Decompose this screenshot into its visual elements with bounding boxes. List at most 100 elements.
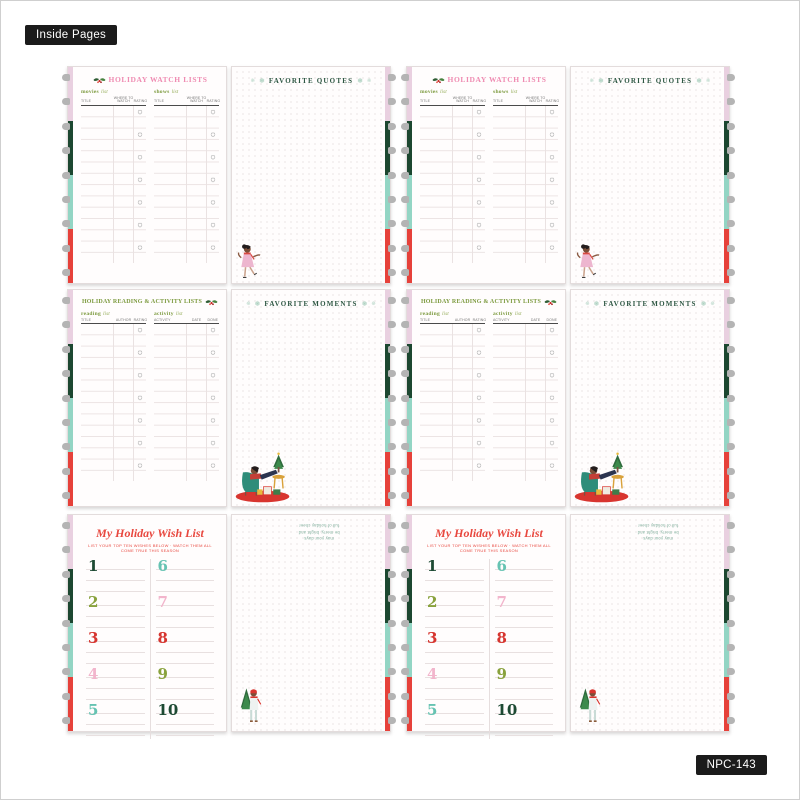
page-title-text: FAVORITE QUOTES (268, 77, 354, 85)
wish-number: 2 (88, 593, 99, 611)
table-header: activity date done (154, 318, 219, 325)
activity-list-column: activity list activity date done (154, 311, 219, 482)
rating-circles (133, 105, 146, 263)
shows-list-column: shows list title where to watch rating (154, 89, 220, 263)
binding-strip (385, 290, 390, 506)
binding-strip (68, 290, 73, 506)
table-rows (493, 324, 558, 482)
binding-strip (385, 515, 390, 731)
wish-slot: 10 (494, 701, 553, 739)
table-rows (420, 324, 485, 482)
rotated-note-text: may your days be merry, bright and full … (298, 523, 340, 541)
snowflake-icon: ❅ (700, 300, 707, 308)
ruled-lines (86, 595, 145, 631)
page-favorite-moments: ❊ ❅ FAVORITE MOMENTS ❅ ❊ (570, 289, 735, 507)
wish-number: 10 (157, 701, 179, 719)
tree-carrier-illustration (579, 688, 601, 722)
sparkle-icon: ❊ (250, 79, 255, 84)
table-rows (154, 105, 219, 263)
page-title: HOLIDAY WATCH LISTS (81, 75, 219, 84)
wish-number: 9 (157, 665, 168, 683)
wish-number: 4 (88, 665, 99, 683)
wish-slot: 6 (494, 559, 553, 595)
ruled-lines (494, 595, 553, 631)
snowflake-icon: ❅ (597, 77, 604, 85)
ruled-lines (425, 559, 484, 595)
sparkle-icon: ❊ (367, 79, 372, 84)
ice-skater-illustration (576, 244, 600, 278)
rating-circles (206, 105, 219, 263)
wish-number: 1 (88, 557, 99, 575)
wish-number: 1 (427, 557, 438, 575)
ruled-lines (86, 559, 145, 595)
ruled-lines (494, 631, 553, 667)
page-title: HOLIDAY READING & ACTIVITY LISTS (81, 298, 219, 306)
rating-circles (472, 324, 485, 482)
wish-slot: 6 (155, 557, 214, 595)
table-rows (420, 105, 485, 263)
wish-slot: 9 (494, 665, 553, 703)
page-title: ❊ ❅ FAVORITE MOMENTS ❅ ❊ (232, 300, 390, 308)
binding-strip (407, 515, 412, 731)
page-title-text: FAVORITE MOMENTS (603, 300, 697, 308)
rating-circles (472, 105, 485, 263)
movies-list-column: movies list title where to watch rating (81, 89, 147, 263)
rotated-note-text: may your days be merry, bright and full … (637, 523, 679, 541)
wish-number: 8 (157, 629, 168, 647)
sparkle-icon: ❊ (710, 302, 715, 307)
wish-number: 10 (496, 701, 518, 719)
binder-discs (62, 297, 70, 499)
ruled-lines (86, 703, 145, 739)
binding-strip (724, 290, 729, 506)
sparkle-icon: ❊ (585, 302, 590, 307)
column-label: shows list (493, 89, 518, 95)
ruled-lines (86, 667, 145, 703)
wish-slot: 8 (494, 631, 553, 667)
wish-slot: 8 (155, 629, 214, 667)
holly-icon (205, 300, 218, 306)
activity-list-column: activity list activity date done (493, 311, 558, 482)
binding-strip (724, 515, 729, 731)
table-header: activity date done (493, 318, 558, 325)
wish-slot: 2 (425, 595, 484, 631)
page-title-text: HOLIDAY WATCH LISTS (108, 75, 208, 84)
wish-slot: 1 (86, 559, 145, 595)
binder-discs (401, 522, 409, 724)
page-title: ❊ ❅ FAVORITE MOMENTS ❅ ❊ (571, 300, 729, 308)
inside-pages-badge: Inside Pages (25, 25, 118, 45)
page-favorite-moments: ❊ ❅ FAVORITE MOMENTS ❅ ❊ (231, 289, 396, 507)
wish-column-6-10: 6 7 8 9 10 (149, 557, 220, 739)
table-header: title where to watch rating (493, 96, 559, 106)
page-my-holiday-wish-list: My Holiday Wish List LIST YOUR TOP TEN W… (401, 514, 566, 739)
holly-icon (432, 77, 445, 83)
page-holiday-reading-activity-lists: HOLIDAY READING & ACTIVITY LISTS reading… (401, 289, 566, 507)
page-my-holiday-wish-list: My Holiday Wish List LIST YOUR TOP TEN W… (62, 514, 227, 739)
binder-discs (727, 74, 735, 276)
wish-slot: 9 (155, 665, 214, 703)
wish-number: 6 (157, 557, 168, 575)
holly-icon (93, 77, 106, 83)
wish-number: 9 (496, 665, 507, 683)
rating-circles (545, 324, 558, 482)
table-header: title where to watch rating (81, 96, 147, 106)
wish-slot: 3 (86, 631, 145, 667)
snowflake-icon: ❅ (254, 300, 261, 308)
wish-number: 5 (88, 701, 99, 719)
ruled-lines (425, 703, 484, 739)
table-rows (81, 324, 146, 482)
binder-discs (62, 522, 70, 724)
column-label: movies list (81, 89, 108, 95)
wish-column-1-5: 1 2 3 4 5 (420, 559, 489, 739)
page-title: My Holiday Wish List (96, 526, 204, 540)
column-label: activity list (493, 311, 522, 317)
page-favorite-quotes: ❊ ❅ FAVORITE QUOTES ❅ ❊ (570, 66, 735, 284)
lounging-person-illustration (574, 452, 629, 503)
wish-column-1-5: 1 2 3 4 5 (81, 559, 150, 739)
wish-number: 3 (427, 629, 438, 647)
page-subtitle: LIST YOUR TOP TEN WISHES BELOW · WATCH T… (88, 543, 212, 553)
binder-discs (388, 297, 396, 499)
page-title-text: FAVORITE QUOTES (607, 77, 693, 85)
ruled-lines (155, 559, 214, 595)
binding-strip (385, 67, 390, 283)
snowflake-icon: ❅ (696, 77, 703, 85)
